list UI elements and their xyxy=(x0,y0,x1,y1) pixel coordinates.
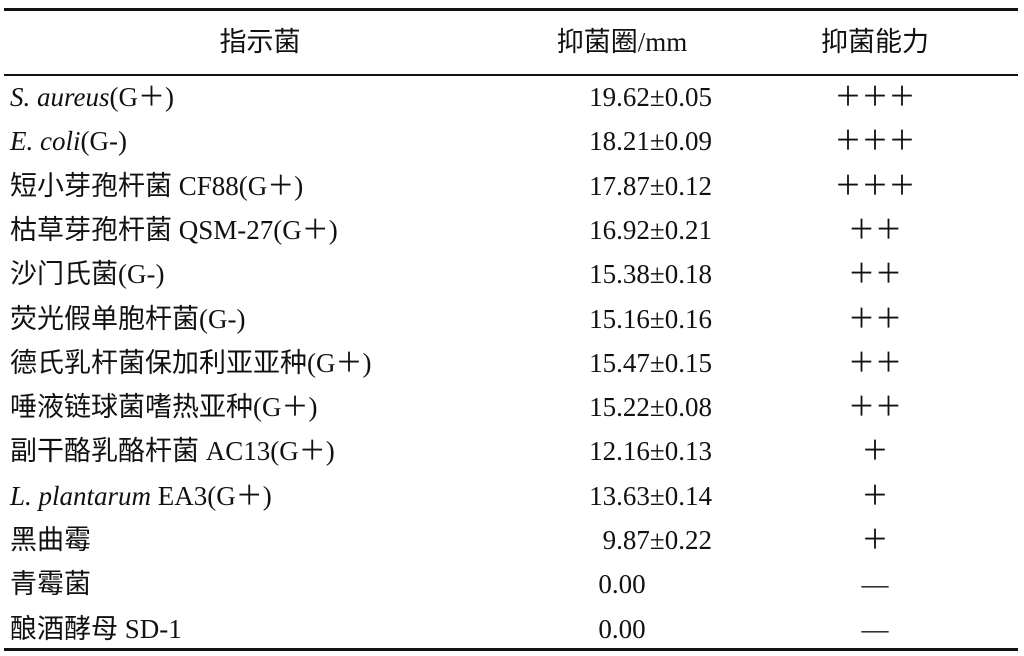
organism-cell: L. plantarum EA3(G＋) xyxy=(10,476,272,516)
zone-cell: 15.38±0.18 xyxy=(589,259,712,290)
organism-cell: 沙门氏菌(G-) xyxy=(10,259,165,290)
zone-cell: 0.00 xyxy=(598,613,646,644)
ability-cell: ＋＋ xyxy=(848,303,902,334)
zone-cell: 15.22±0.08 xyxy=(589,392,712,423)
zone-cell: 16.92±0.21 xyxy=(589,214,712,245)
zone-cell: 15.47±0.15 xyxy=(589,347,712,378)
ability-cell: ＋ xyxy=(861,525,889,555)
ability-cell: ＋＋＋ xyxy=(834,82,916,112)
zone-cell: 19.62±0.05 xyxy=(589,82,712,112)
organism-cell: 副干酪乳酪杆菌 AC13(G＋) xyxy=(10,436,335,467)
ability-cell: ＋＋＋ xyxy=(834,170,916,201)
organism-italic: S. aureus xyxy=(10,82,110,112)
organism-cell: 青霉菌 xyxy=(10,569,91,600)
zone-cell: 9.87±0.22 xyxy=(602,525,712,555)
ability-cell: ＋＋ xyxy=(848,214,902,245)
header-cell: 抑菌能力 xyxy=(821,27,929,57)
organism-suffix: EA3(G＋) xyxy=(151,480,272,511)
header-cell: 指示菌 xyxy=(219,27,301,57)
organism-cell: 短小芽孢杆菌 CF88(G＋) xyxy=(10,170,304,201)
organism-cell: 枯草芽孢杆菌 QSM-27(G＋) xyxy=(10,214,338,245)
ability-cell: — xyxy=(861,569,889,600)
ability-cell: ＋＋ xyxy=(848,347,902,378)
organism-suffix: (G＋) xyxy=(109,82,174,112)
organism-cell: 德氏乳杆菌保加利亚亚种(G＋) xyxy=(10,347,372,378)
zone-cell: 12.16±0.13 xyxy=(589,436,712,467)
zone-cell: 15.16±0.16 xyxy=(589,303,712,334)
organism-suffix: (G-) xyxy=(80,126,127,157)
zone-cell: 0.00 xyxy=(598,569,646,600)
organism-cell: 荧光假单胞杆菌(G-) xyxy=(10,303,246,334)
organism-cell: E. coli(G-) xyxy=(10,121,127,161)
ability-cell: — xyxy=(861,613,889,644)
zone-cell: 13.63±0.14 xyxy=(589,480,712,511)
bottom-rule xyxy=(4,648,1018,651)
ability-cell: ＋ xyxy=(861,480,889,511)
ability-cell: ＋＋ xyxy=(848,259,902,290)
ability-cell: ＋＋ xyxy=(848,392,902,423)
top-rule xyxy=(4,8,1018,11)
ability-cell: ＋＋＋ xyxy=(834,126,916,157)
organism-italic: E. coli xyxy=(10,126,81,157)
organism-italic: L. plantarum xyxy=(10,480,152,511)
zone-cell: 17.87±0.12 xyxy=(589,170,712,201)
organism-cell: S. aureus(G＋) xyxy=(10,77,174,117)
ability-cell: ＋ xyxy=(861,436,889,467)
header-rule xyxy=(4,74,1018,76)
organism-cell: 酿酒酵母 SD-1 xyxy=(10,613,182,644)
organism-cell: 唾液链球菌嗜热亚种(G＋) xyxy=(10,392,318,423)
header-cell: 抑菌圈/mm xyxy=(556,27,688,57)
zone-cell: 18.21±0.09 xyxy=(589,126,712,157)
organism-cell: 黑曲霉 xyxy=(10,525,91,555)
